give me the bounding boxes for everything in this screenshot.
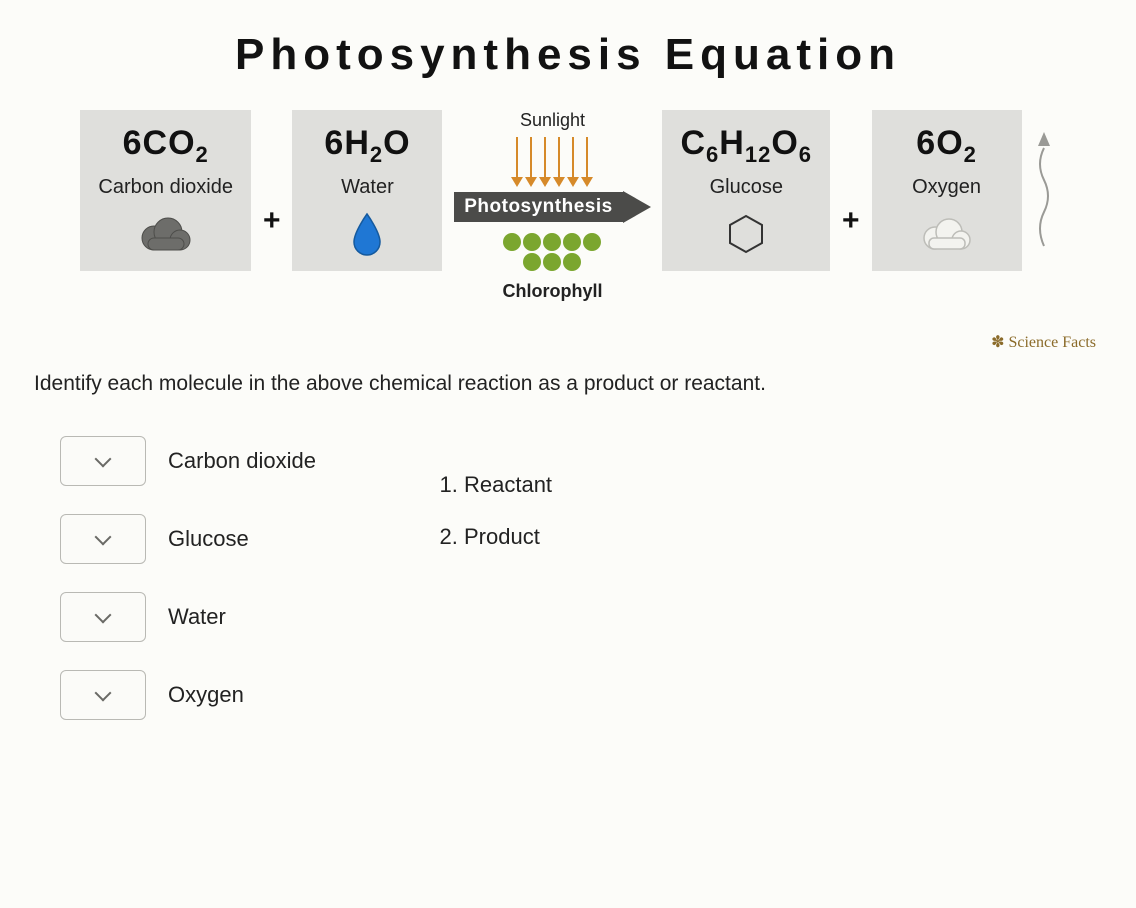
legend-item: Reactant — [464, 472, 552, 498]
choice-label: Oxygen — [168, 682, 244, 708]
molecule-co2: 6CO2 Carbon dioxide — [80, 110, 251, 271]
equation-diagram: 6CO2 Carbon dioxide + 6H2O Water Sunligh… — [30, 110, 1106, 302]
plus-operator-1: + — [261, 204, 283, 238]
water-drop-icon — [310, 209, 424, 259]
molecule-o2: 6O2 Oxygen — [872, 110, 1022, 271]
label-o2: Oxygen — [890, 176, 1004, 199]
choice-dropdown-0[interactable] — [60, 436, 146, 486]
chevron-down-icon — [95, 607, 112, 624]
choice-dropdown-1[interactable] — [60, 514, 146, 564]
choice-dropdown-3[interactable] — [60, 670, 146, 720]
hexagon-icon — [680, 209, 812, 259]
label-h2o: Water — [310, 176, 424, 199]
cloud-dark-icon — [98, 209, 233, 259]
legend-column: Reactant Product — [436, 472, 552, 720]
cloud-light-icon — [890, 209, 1004, 259]
formula-h2o: 6H2O — [310, 124, 424, 168]
molecule-h2o: 6H2O Water — [292, 110, 442, 271]
chlorophyll-dots-icon — [497, 233, 607, 271]
plus-operator-2: + — [840, 204, 862, 238]
chevron-down-icon — [95, 685, 112, 702]
arrow-right-icon — [623, 191, 651, 223]
choice-row: Carbon dioxide — [60, 436, 316, 486]
formula-co2: 6CO2 — [98, 124, 233, 168]
choice-dropdown-2[interactable] — [60, 592, 146, 642]
chevron-down-icon — [95, 529, 112, 546]
legend-item: Product — [464, 524, 552, 550]
formula-o2: 6O2 — [890, 124, 1004, 168]
molecule-glucose: C6H12O6 Glucose — [662, 110, 830, 271]
choice-label: Water — [168, 604, 226, 630]
question-text: Identify each molecule in the above chem… — [34, 372, 1106, 396]
choice-row: Oxygen — [60, 670, 316, 720]
label-co2: Carbon dioxide — [98, 176, 233, 199]
photosynthesis-label: Photosynthesis — [454, 192, 622, 222]
page-title: Photosynthesis Equation — [30, 30, 1106, 80]
chevron-down-icon — [95, 451, 112, 468]
label-glucose: Glucose — [680, 176, 812, 199]
choice-row: Water — [60, 592, 316, 642]
sunlight-arrows-icon — [452, 137, 652, 187]
photosynthesis-arrow: Photosynthesis — [454, 191, 650, 223]
sunlight-label: Sunlight — [452, 110, 652, 131]
answer-area: Carbon dioxide Glucose Water Oxygen Reactan… — [60, 436, 1106, 720]
choice-label: Glucose — [168, 526, 249, 552]
formula-glucose: C6H12O6 — [680, 124, 812, 168]
credit-text: ✽ Science Facts — [30, 332, 1096, 352]
wiggle-arrow-up-icon — [1032, 128, 1056, 253]
chlorophyll-label: Chlorophyll — [452, 281, 652, 302]
choice-row: Glucose — [60, 514, 316, 564]
choices-column: Carbon dioxide Glucose Water Oxygen — [60, 436, 316, 720]
reaction-center: Sunlight Photosynthesis Chlorophyll — [452, 110, 652, 302]
choice-label: Carbon dioxide — [168, 448, 316, 474]
